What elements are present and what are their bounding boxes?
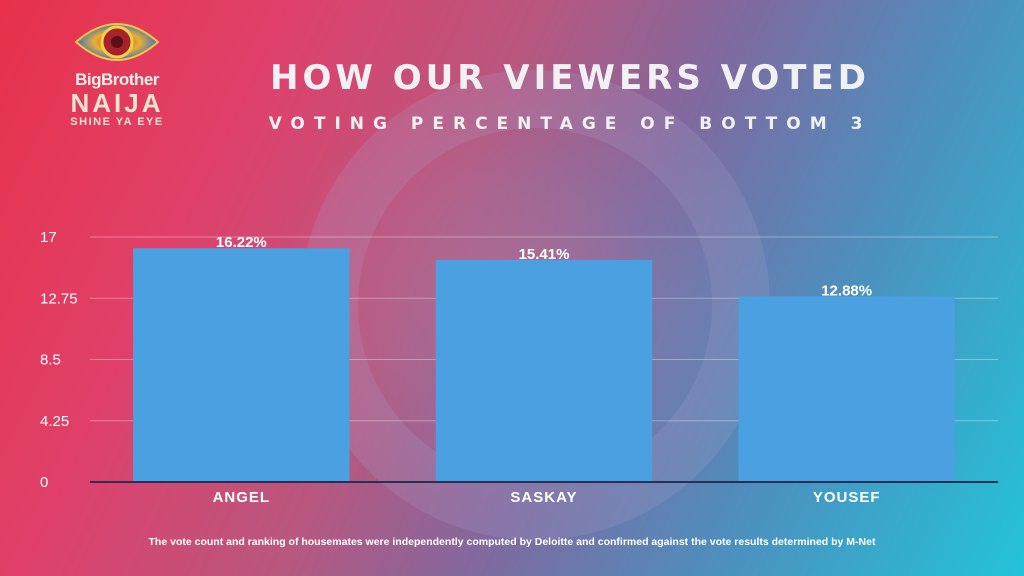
logo-line-tagline: SHINE YA EYE	[70, 116, 164, 128]
bar	[435, 259, 653, 482]
big-brother-naija-logo: BigBrother NAIJA SHINE YA EYE	[62, 14, 172, 144]
data-label: 16.22%	[216, 234, 267, 251]
y-tick-label: 12.75	[40, 290, 78, 307]
logo-line-naija: NAIJA	[70, 88, 164, 118]
data-label: 15.41%	[519, 246, 570, 263]
y-tick-label: 0	[40, 474, 48, 491]
eye-logo-icon	[74, 23, 160, 61]
data-label: 12.88%	[821, 282, 872, 299]
y-tick-label: 8.5	[40, 352, 61, 369]
y-tick-label: 17	[40, 229, 57, 246]
page-title: HOW OUR VIEWERS VOTED	[270, 58, 870, 98]
x-tick-label: SASKAY	[510, 489, 577, 506]
logo-line-big-brother: BigBrother	[75, 70, 159, 89]
x-tick-label: YOUSEF	[813, 489, 881, 506]
page-subtitle: VOTING PERCENTAGE OF BOTTOM 3	[268, 114, 872, 134]
logo-wordmark: BigBrother NAIJA SHINE YA EYE	[62, 70, 172, 128]
y-tick-label: 4.25	[40, 413, 69, 430]
x-tick-label: ANGEL	[213, 489, 271, 506]
footnote: The vote count and ranking of housemates…	[148, 536, 876, 548]
bar	[738, 296, 955, 482]
bar	[133, 248, 350, 482]
